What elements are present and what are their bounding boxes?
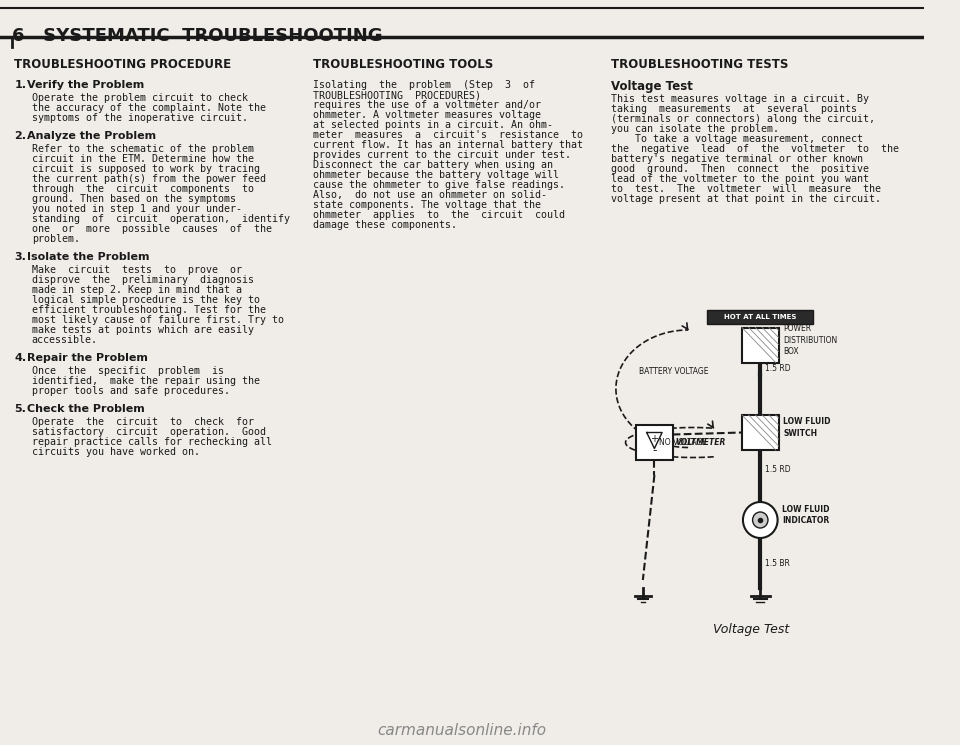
Text: made in step 2. Keep in mind that a: made in step 2. Keep in mind that a xyxy=(32,285,242,295)
Text: you can isolate the problem.: you can isolate the problem. xyxy=(612,124,780,134)
Text: NO VOLTAGE: NO VOLTAGE xyxy=(659,438,707,447)
Text: BATTERY VOLTAGE: BATTERY VOLTAGE xyxy=(639,367,708,375)
Text: carmanualsonline.info: carmanualsonline.info xyxy=(377,723,546,738)
Text: Make  circuit  tests  to  prove  or: Make circuit tests to prove or xyxy=(32,265,242,275)
Text: voltage present at that point in the circuit.: voltage present at that point in the cir… xyxy=(612,194,881,204)
Text: TROUBLESHOOTING  PROCEDURES): TROUBLESHOOTING PROCEDURES) xyxy=(313,90,481,100)
Text: circuit is supposed to work by tracing: circuit is supposed to work by tracing xyxy=(32,164,260,174)
Text: the current path(s) from the power feed: the current path(s) from the power feed xyxy=(32,174,266,184)
Text: Verify the Problem: Verify the Problem xyxy=(27,80,144,90)
Text: logical simple procedure is the key to: logical simple procedure is the key to xyxy=(32,295,260,305)
Text: +: + xyxy=(651,434,659,443)
Text: provides current to the circuit under test.: provides current to the circuit under te… xyxy=(313,150,571,160)
Text: 4.: 4. xyxy=(14,353,27,363)
Text: taking  measurements  at  several  points: taking measurements at several points xyxy=(612,104,857,114)
Text: Voltage Test: Voltage Test xyxy=(712,623,789,636)
Text: through  the  circuit  components  to: through the circuit components to xyxy=(32,184,253,194)
Circle shape xyxy=(753,512,768,528)
Text: at selected points in a circuit. An ohm-: at selected points in a circuit. An ohm- xyxy=(313,120,553,130)
Text: circuits you have worked on.: circuits you have worked on. xyxy=(32,447,200,457)
Bar xyxy=(636,425,673,460)
Text: -: - xyxy=(652,444,657,457)
Bar xyxy=(742,328,779,363)
Text: the accuracy of the complaint. Note the: the accuracy of the complaint. Note the xyxy=(32,103,266,113)
Text: accessible.: accessible. xyxy=(32,335,98,345)
Text: Voltage Test: Voltage Test xyxy=(612,80,693,93)
Text: 1.5 BR: 1.5 BR xyxy=(765,559,790,568)
Text: 5.: 5. xyxy=(14,404,26,414)
Text: satisfactory  circuit  operation.  Good: satisfactory circuit operation. Good xyxy=(32,427,266,437)
Text: the  negative  lead  of  the  voltmeter  to  the: the negative lead of the voltmeter to th… xyxy=(612,144,900,154)
Text: most likely cause of failure first. Try to: most likely cause of failure first. Try … xyxy=(32,315,284,325)
Text: HOT AT ALL TIMES: HOT AT ALL TIMES xyxy=(724,314,797,320)
Text: 6   SYSTEMATIC  TROUBLESHOOTING: 6 SYSTEMATIC TROUBLESHOOTING xyxy=(12,27,382,45)
Text: Repair the Problem: Repair the Problem xyxy=(27,353,148,363)
Text: 1.5 RD: 1.5 RD xyxy=(765,364,791,373)
Text: 3.: 3. xyxy=(14,252,26,262)
Text: cause the ohmmeter to give false readings.: cause the ohmmeter to give false reading… xyxy=(313,180,564,190)
Text: 2.: 2. xyxy=(14,131,27,141)
Text: VOLTMETER: VOLTMETER xyxy=(676,438,726,447)
Text: circuit in the ETM. Determine how the: circuit in the ETM. Determine how the xyxy=(32,154,253,164)
Text: good  ground.  Then  connect  the  positive: good ground. Then connect the positive xyxy=(612,164,869,174)
Bar xyxy=(708,309,813,323)
Text: current flow. It has an internal battery that: current flow. It has an internal battery… xyxy=(313,140,583,150)
Text: you noted in step 1 and your under-: you noted in step 1 and your under- xyxy=(32,204,242,214)
Text: To take a voltage measurement, connect: To take a voltage measurement, connect xyxy=(612,134,863,144)
Text: efficient troubleshooting. Test for the: efficient troubleshooting. Test for the xyxy=(32,305,266,315)
Text: (terminals or connectors) along the circuit,: (terminals or connectors) along the circ… xyxy=(612,114,876,124)
Text: requires the use of a voltmeter and/or: requires the use of a voltmeter and/or xyxy=(313,100,540,110)
Text: Isolating  the  problem  (Step  3  of: Isolating the problem (Step 3 of xyxy=(313,80,535,90)
Text: meter  measures  a  circuit's  resistance  to: meter measures a circuit's resistance to xyxy=(313,130,583,140)
Text: problem.: problem. xyxy=(32,234,80,244)
Text: Isolate the Problem: Isolate the Problem xyxy=(27,252,150,262)
Text: repair practice calls for rechecking all: repair practice calls for rechecking all xyxy=(32,437,272,447)
Text: LOW FLUID
INDICATOR: LOW FLUID INDICATOR xyxy=(782,505,829,525)
Text: Check the Problem: Check the Problem xyxy=(27,404,145,414)
Text: standing  of  circuit  operation,  identify: standing of circuit operation, identify xyxy=(32,214,290,224)
Text: ohmmeter. A voltmeter measures voltage: ohmmeter. A voltmeter measures voltage xyxy=(313,110,540,120)
Text: battery's negative terminal or other known: battery's negative terminal or other kno… xyxy=(612,154,863,164)
Text: make tests at points which are easily: make tests at points which are easily xyxy=(32,325,253,335)
Text: TROUBLESHOOTING PROCEDURE: TROUBLESHOOTING PROCEDURE xyxy=(14,58,231,71)
Bar xyxy=(742,415,779,450)
Text: damage these components.: damage these components. xyxy=(313,220,457,230)
Text: state components. The voltage that the: state components. The voltage that the xyxy=(313,200,540,210)
Text: one  or  more  possible  causes  of  the: one or more possible causes of the xyxy=(32,224,272,234)
Text: LOW FLUID
SWITCH: LOW FLUID SWITCH xyxy=(783,417,830,437)
Text: This test measures voltage in a circuit. By: This test measures voltage in a circuit.… xyxy=(612,94,869,104)
Text: ground. Then based on the symptoms: ground. Then based on the symptoms xyxy=(32,194,236,204)
Text: disprove  the  preliminary  diagnosis: disprove the preliminary diagnosis xyxy=(32,275,253,285)
Text: ohmmeter  applies  to  the  circuit  could: ohmmeter applies to the circuit could xyxy=(313,210,564,220)
Text: identified,  make the repair using the: identified, make the repair using the xyxy=(32,376,260,386)
Text: 1.: 1. xyxy=(14,80,27,90)
Text: Analyze the Problem: Analyze the Problem xyxy=(27,131,156,141)
Text: POWER
DISTRIBUTION
BOX: POWER DISTRIBUTION BOX xyxy=(783,324,838,355)
Text: lead of the voltmeter to the point you want: lead of the voltmeter to the point you w… xyxy=(612,174,869,184)
Text: symptoms of the inoperative circuit.: symptoms of the inoperative circuit. xyxy=(32,113,248,123)
Circle shape xyxy=(743,502,778,538)
Text: TROUBLESHOOTING TESTS: TROUBLESHOOTING TESTS xyxy=(612,58,788,71)
Text: Once  the  specific  problem  is: Once the specific problem is xyxy=(32,366,224,376)
Text: Also,  do not use an ohmmeter on solid-: Also, do not use an ohmmeter on solid- xyxy=(313,190,547,200)
Text: ohmmeter because the battery voltage will: ohmmeter because the battery voltage wil… xyxy=(313,170,559,180)
Text: Operate  the  circuit  to  check  for: Operate the circuit to check for xyxy=(32,417,253,427)
Text: proper tools and safe procedures.: proper tools and safe procedures. xyxy=(32,386,229,396)
Text: Disconnect the car battery when using an: Disconnect the car battery when using an xyxy=(313,160,553,170)
Text: TROUBLESHOOTING TOOLS: TROUBLESHOOTING TOOLS xyxy=(313,58,493,71)
Text: 1.5 RD: 1.5 RD xyxy=(765,466,791,475)
Text: to  test.  The  voltmeter  will  measure  the: to test. The voltmeter will measure the xyxy=(612,184,881,194)
Text: Operate the problem circuit to check: Operate the problem circuit to check xyxy=(32,93,248,103)
Text: Refer to the schematic of the problem: Refer to the schematic of the problem xyxy=(32,144,253,154)
